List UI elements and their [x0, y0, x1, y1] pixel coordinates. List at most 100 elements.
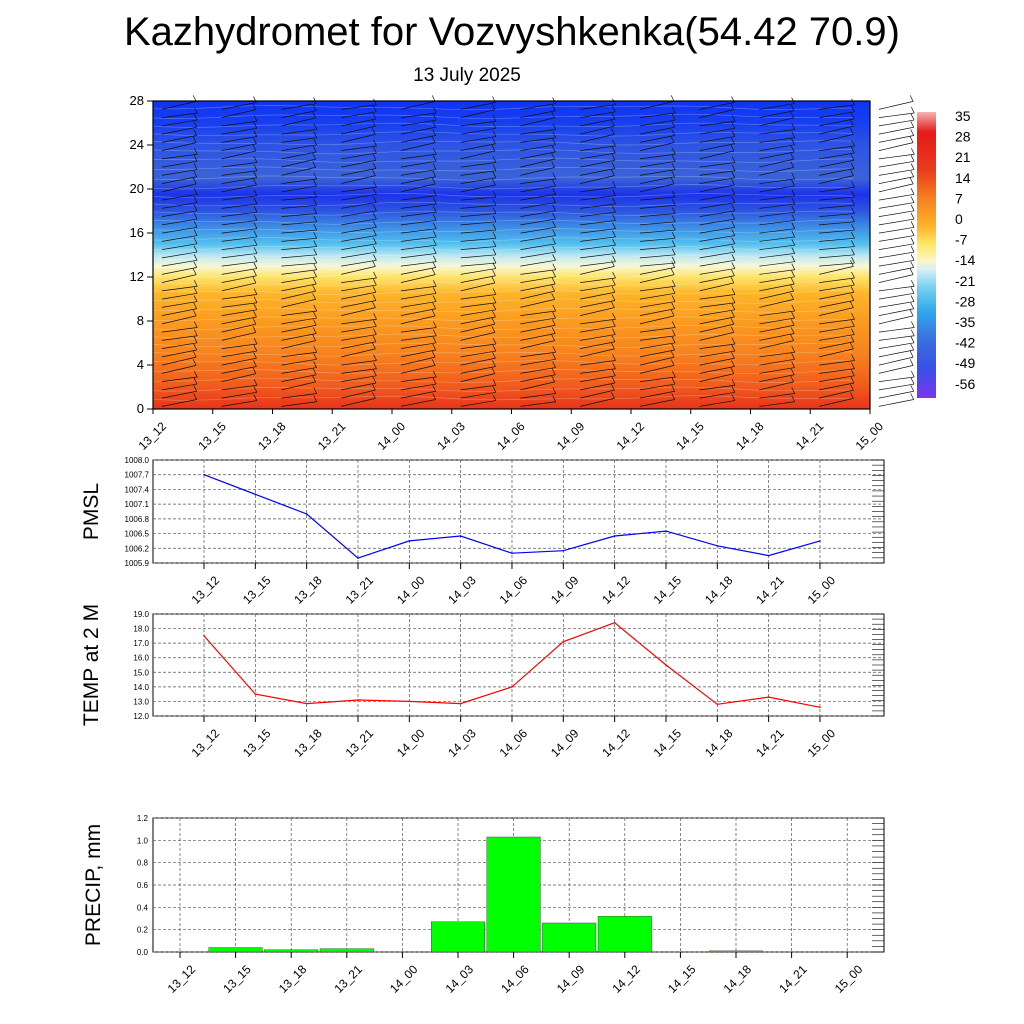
- wind-barb-feather: [791, 255, 796, 262]
- wind-barb: [161, 356, 197, 366]
- wind-barb-feather: [253, 288, 258, 295]
- x-tick-label: 13_18: [276, 962, 310, 996]
- y-tick-label: 1008.0: [125, 456, 150, 465]
- wind-barb: [161, 243, 198, 250]
- x-tick-label: 14_18: [721, 962, 755, 996]
- wind-barb-feather: [671, 223, 676, 231]
- wind-barb: [759, 333, 795, 341]
- wind-barb-feather: [193, 237, 198, 244]
- wind-barb-feather: [611, 383, 615, 391]
- wind-barb-feather: [432, 261, 437, 268]
- wind-barb: [520, 129, 556, 135]
- wind-barb: [759, 185, 795, 193]
- wind-barb-feather: [671, 232, 676, 239]
- wind-barb-feather: [432, 247, 437, 254]
- data-point: [357, 699, 359, 701]
- heatmap-field: [153, 101, 870, 409]
- wind-barb-feather: [492, 337, 497, 345]
- wind-barb: [639, 342, 676, 349]
- wind-barb-feather: [612, 105, 616, 112]
- wind-barb-feather: [790, 161, 794, 168]
- wind-barb-feather: [492, 156, 497, 163]
- isotherm-line: [152, 360, 854, 366]
- wind-barb-feather: [731, 303, 736, 310]
- wind-barb: [699, 170, 736, 176]
- wind-barb-feather: [253, 352, 257, 359]
- wind-barb-feather: [373, 229, 377, 236]
- wind-barb-feather: [909, 268, 914, 275]
- wind-barb: [281, 310, 317, 316]
- y-tick-label: 1007.7: [125, 471, 150, 480]
- isotherm-line: [152, 246, 854, 252]
- wind-barb: [281, 110, 317, 118]
- wind-barb: [759, 351, 795, 358]
- x-tick-label: 14_09: [548, 726, 582, 760]
- x-tick-label: 14_06: [497, 573, 531, 607]
- wind-barb-feather: [192, 350, 197, 358]
- wind-barb-feather: [851, 207, 855, 214]
- wind-barb-feather: [670, 359, 675, 366]
- wind-barb: [580, 291, 616, 300]
- wind-barb-feather: [432, 148, 437, 155]
- wind-barb: [520, 401, 556, 407]
- wind-barb-feather: [492, 199, 497, 206]
- wind-barb-feather: [253, 360, 257, 367]
- wind-barb-feather: [910, 221, 915, 228]
- colorbar-label: -7: [955, 232, 968, 248]
- wind-barb-feather: [432, 377, 437, 385]
- wind-barb: [281, 158, 316, 168]
- wind-barb-feather: [492, 215, 497, 222]
- x-tick-label: 14_21: [753, 573, 787, 607]
- wind-barb-feather: [312, 152, 316, 160]
- wind-barb: [878, 383, 915, 391]
- wind-barb-feather: [373, 278, 377, 286]
- wind-barb-feather: [671, 256, 676, 264]
- x-tick-label: 13_21: [343, 726, 377, 760]
- wind-barb: [281, 117, 316, 127]
- wind-barb: [580, 244, 616, 250]
- wind-barb-feather: [253, 222, 258, 229]
- wind-barb: [281, 229, 317, 234]
- wind-barb: [819, 134, 854, 143]
- wind-barb: [221, 184, 257, 193]
- wind-barb-feather: [671, 393, 676, 400]
- wind-barb-feather: [312, 368, 317, 375]
- wind-barb-feather: [671, 261, 676, 268]
- wind-barb: [520, 381, 555, 391]
- wind-barb: [460, 275, 496, 283]
- wind-barb: [341, 398, 376, 407]
- wind-barb: [878, 285, 915, 292]
- wind-barb: [281, 178, 317, 184]
- wind-barb: [759, 374, 795, 382]
- wind-barb-feather: [851, 320, 855, 327]
- wind-barb: [221, 177, 257, 184]
- wind-barb-feather: [492, 386, 497, 393]
- wind-barb-feather: [492, 394, 497, 401]
- wind-barb: [878, 315, 914, 325]
- wind-barb: [460, 136, 496, 143]
- wind-barb: [281, 283, 317, 292]
- wind-barb: [580, 382, 616, 391]
- wind-barb-feather: [491, 103, 496, 110]
- wind-barb-feather: [551, 319, 556, 326]
- wind-barb: [281, 290, 316, 300]
- wind-barb-feather: [373, 105, 377, 112]
- isotherm-line: [152, 395, 854, 401]
- colorbar: 35 28 21 14 7 0 -7 -14 -21 -28 -35 -42 -49 -56: [917, 108, 975, 398]
- wind-barb: [699, 143, 735, 151]
- wind-barb: [819, 118, 855, 127]
- wind-barb-feather: [431, 359, 436, 366]
- wind-barb-feather: [432, 295, 437, 302]
- wind-barb: [819, 284, 855, 292]
- wind-barb-feather: [313, 387, 318, 394]
- wind-barb-feather: [731, 360, 735, 367]
- wind-barb: [639, 267, 675, 275]
- wind-barb: [400, 176, 436, 184]
- wind-barb: [639, 349, 675, 358]
- wind-barb: [460, 221, 497, 226]
- wind-barb: [460, 143, 496, 151]
- wind-barb: [281, 393, 317, 399]
- wind-barb: [221, 127, 257, 135]
- wind-barb: [341, 251, 377, 259]
- wind-barb-feather: [850, 119, 854, 127]
